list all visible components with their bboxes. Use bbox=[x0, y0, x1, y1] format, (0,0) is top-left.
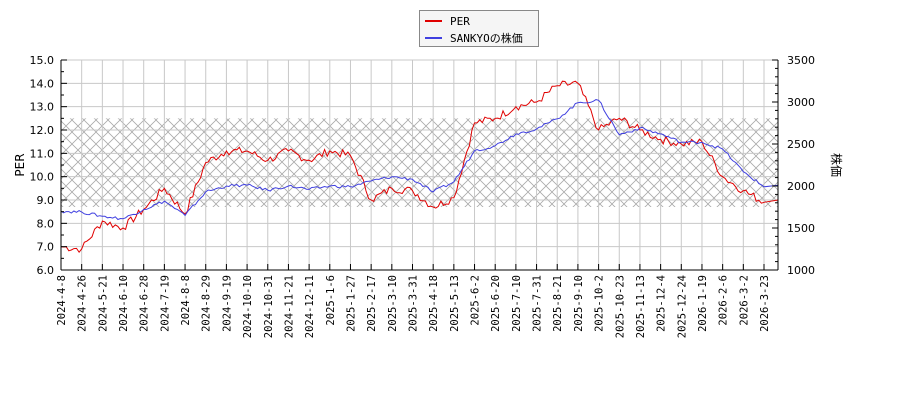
y-left-tick-label: 15.0 bbox=[30, 54, 55, 67]
y-left-tick-label: 11.0 bbox=[30, 147, 55, 160]
x-tick-label: 2024-6-28 bbox=[139, 275, 151, 332]
x-tick-label: 2025-11-13 bbox=[635, 275, 647, 338]
y-right-tick-label: 1000 bbox=[787, 264, 815, 277]
gridlines bbox=[60, 59, 778, 271]
legend-swatch-price bbox=[425, 37, 442, 39]
x-tick-label: 2025-3-10 bbox=[387, 275, 399, 332]
y-axis-left-title: PER bbox=[13, 153, 27, 176]
x-tick-label: 2024-8-8 bbox=[180, 275, 192, 326]
y-right-tick-label: 1500 bbox=[787, 222, 815, 235]
x-tick-label: 2024-4-8 bbox=[56, 275, 68, 326]
legend-swatch-per bbox=[425, 20, 442, 22]
y-left-tick-label: 12.0 bbox=[30, 124, 55, 137]
x-tick-label: 2025-2-17 bbox=[366, 275, 378, 332]
x-tick-label: 2025-12-24 bbox=[676, 275, 688, 338]
x-tick-label: 2025-1-27 bbox=[345, 275, 357, 332]
x-tick-label: 2025-10-2 bbox=[594, 275, 606, 332]
x-tick-label: 2024-10-10 bbox=[242, 275, 254, 338]
y-left-tick-label: 10.0 bbox=[30, 171, 55, 184]
legend: PER SANKYOの株価 bbox=[419, 10, 539, 47]
pe-range-band bbox=[61, 118, 778, 207]
x-tick-label: 2024-9-19 bbox=[221, 275, 233, 332]
x-tick-label: 2024-8-29 bbox=[201, 275, 213, 332]
x-tick-label: 2025-7-31 bbox=[532, 275, 544, 332]
x-tick-label: 2025-12-4 bbox=[656, 275, 668, 332]
y-left-tick-label: 9.0 bbox=[37, 194, 55, 207]
x-tick-label: 2025-5-13 bbox=[449, 275, 461, 332]
hatched-band bbox=[61, 118, 778, 207]
y-left-tick-label: 7.0 bbox=[37, 241, 55, 254]
x-tick-label: 2025-3-31 bbox=[408, 275, 420, 332]
x-tick-label: 2024-7-19 bbox=[159, 275, 171, 332]
series-price-line bbox=[61, 99, 778, 221]
x-tick-label: 2026-3-2 bbox=[738, 275, 750, 326]
legend-label-price: SANKYOの株価 bbox=[450, 32, 523, 45]
y-right-tick-label: 2000 bbox=[787, 180, 815, 193]
y-left-tick-label: 13.0 bbox=[30, 101, 55, 114]
legend-item-price: SANKYOの株価 bbox=[425, 30, 523, 46]
y-right-tick-label: 3000 bbox=[787, 96, 815, 109]
y-right-tick-label: 3500 bbox=[787, 54, 815, 67]
x-tick-label: 2024-11-21 bbox=[283, 275, 295, 338]
series-lines bbox=[61, 80, 778, 254]
x-tick-label: 2025-8-21 bbox=[552, 275, 564, 332]
axes: 6.0 7.0 8.0 9.0 10.0 11.0 12.0 13.0 14.0 15.0 1000… bbox=[30, 54, 816, 338]
series-per-line bbox=[61, 80, 778, 254]
x-tick-label: 2024-4-26 bbox=[77, 275, 89, 332]
x-tick-label: 2024-6-10 bbox=[118, 275, 130, 332]
x-tick-label: 2025-10-23 bbox=[614, 275, 626, 338]
y-left-tick-label: 6.0 bbox=[37, 264, 55, 277]
legend-label-per: PER bbox=[450, 14, 470, 28]
x-tick-label: 2025-1-6 bbox=[325, 275, 337, 326]
x-tick-label: 2025-6-20 bbox=[490, 275, 502, 332]
x-tick-label: 2024-5-21 bbox=[97, 275, 109, 332]
x-tick-label: 2026-3-23 bbox=[759, 275, 771, 332]
y-left-tick-label: 8.0 bbox=[37, 217, 55, 230]
y-axis-right-title: 株価 bbox=[829, 153, 844, 177]
x-tick-label: 2025-7-10 bbox=[511, 275, 523, 332]
x-tick-label: 2025-9-10 bbox=[573, 275, 585, 332]
x-tick-label: 2024-10-31 bbox=[263, 275, 275, 338]
x-tick-label: 2025-6-2 bbox=[470, 275, 482, 326]
x-tick-label: 2026-2-6 bbox=[718, 275, 730, 326]
y-left-tick-label: 14.0 bbox=[30, 77, 55, 90]
x-tick-label: 2025-4-18 bbox=[428, 275, 440, 332]
legend-item-per: PER bbox=[425, 13, 470, 29]
y-right-tick-label: 2500 bbox=[787, 138, 815, 151]
x-tick-label: 2026-1-19 bbox=[697, 275, 709, 332]
x-tick-label: 2024-12-11 bbox=[304, 275, 316, 338]
